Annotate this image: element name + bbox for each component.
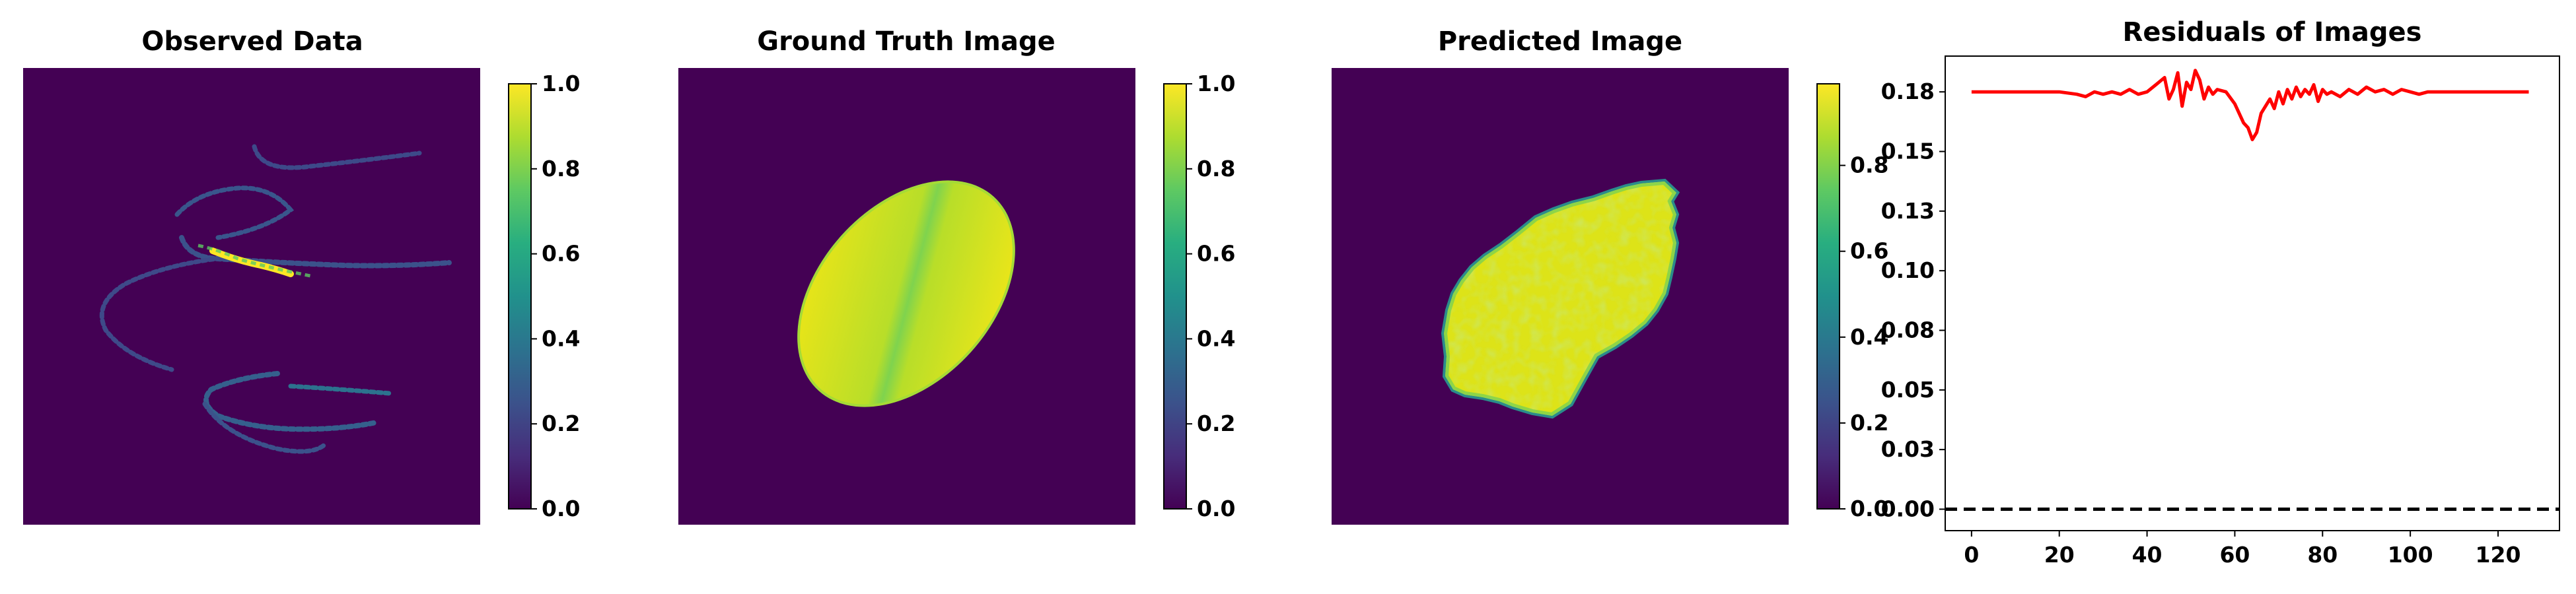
observed-streak-top — [252, 144, 422, 170]
residuals-axes-frame — [1945, 55, 2560, 531]
residuals-x-tick-label: 120 — [2476, 542, 2521, 568]
colorbar-tick-label: 0.6 — [1850, 238, 1888, 264]
residuals-y-ticks: 0.00 0.03 0.05 0.08 0.10 0.13 0.15 0.18 — [1881, 79, 1945, 521]
residuals-plot: 0.00 0.03 0.05 0.08 0.10 0.13 0.15 0.18 0 20 40 60… — [1881, 55, 2560, 568]
observed-streak-bottom — [202, 401, 326, 454]
observed-streak-upper — [174, 185, 295, 240]
residuals-series-line — [1971, 69, 2529, 141]
colorbar-tick-label: 1.0 — [1197, 71, 1235, 96]
colorbar-tick-label: 0.0 — [542, 496, 580, 521]
ground-truth-colorbar-ticks: 0.0 0.2 0.4 0.6 0.8 1.0 — [1186, 71, 1235, 521]
residuals-x-tick-label: 100 — [2388, 542, 2433, 568]
observed-colorbar: 0.0 0.2 0.4 0.6 0.8 1.0 — [508, 71, 580, 521]
predicted-colorbar-ticks: 0.0 0.2 0.4 0.6 0.8 — [1840, 152, 1888, 521]
residuals-x-ticks: 0 20 40 60 80 100 120 — [1964, 531, 2521, 568]
colorbar-tick-label: 0.0 — [1197, 496, 1235, 521]
colorbar-tick-label: 0.2 — [1850, 410, 1888, 436]
colorbar-tick-label: 0.8 — [542, 156, 580, 182]
observed-streak-left — [99, 255, 231, 372]
panel-title-predicted: Predicted Image — [1438, 26, 1682, 57]
observed-streak-right — [288, 383, 392, 396]
residuals-x-tick-label: 80 — [2307, 542, 2338, 568]
observed-streak-lower — [203, 371, 379, 432]
ground-truth-colorbar: 0.0 0.2 0.4 0.6 0.8 1.0 — [1163, 71, 1235, 521]
colorbar-tick-label: 0.2 — [542, 411, 580, 436]
residuals-y-tick-label: 0.15 — [1881, 139, 1935, 164]
residuals-y-tick-label: 0.03 — [1881, 436, 1935, 462]
panel-title-ground-truth: Ground Truth Image — [757, 26, 1055, 57]
residuals-x-tick-label: 0 — [1964, 542, 1979, 568]
panel-title-observed: Observed Data — [141, 26, 363, 57]
residuals-y-tick-label: 0.05 — [1881, 377, 1935, 403]
observed-heatmap — [23, 68, 480, 525]
colorbar-tick-label: 0.4 — [542, 325, 580, 351]
colorbar-tick-label: 1.0 — [542, 71, 580, 96]
residuals-y-tick-label: 0.08 — [1881, 317, 1935, 343]
residuals-y-tick-label: 0.10 — [1881, 257, 1935, 283]
colorbar-tick-label: 0.8 — [1850, 152, 1888, 178]
colorbar-tick-label: 0.8 — [1197, 156, 1235, 182]
panel-title-residuals: Residuals of Images — [2123, 17, 2422, 48]
colorbar-tick-label: 0.4 — [1197, 325, 1235, 351]
colorbar-tick-label: 0.4 — [1850, 324, 1888, 350]
colorbar-tick-label: 0.6 — [542, 241, 580, 267]
residuals-x-tick-label: 40 — [2132, 542, 2163, 568]
residuals-y-tick-label: 0.18 — [1881, 79, 1935, 104]
colorbar-tick-label: 0.6 — [1197, 241, 1235, 267]
observed-colorbar-bar — [508, 83, 532, 510]
ground-truth-ellipse — [800, 183, 1013, 405]
colorbar-tick-label: 0.2 — [1197, 411, 1235, 436]
observed-streak-mid — [179, 235, 452, 269]
observed-background — [23, 68, 480, 525]
observed-colorbar-ticks: 0.0 0.2 0.4 0.6 0.8 1.0 — [531, 71, 580, 521]
predicted-colorbar: 0.0 0.2 0.4 0.6 0.8 — [1816, 83, 1888, 521]
residuals-y-tick-label: 0.00 — [1881, 496, 1935, 521]
colorbar-tick-label: 0.0 — [1850, 496, 1888, 521]
ground-truth-colorbar-bar — [1163, 83, 1187, 510]
residuals-x-tick-label: 20 — [2044, 542, 2075, 568]
ground-truth-heatmap — [678, 68, 1135, 525]
predicted-heatmap — [1332, 68, 1789, 525]
observed-bright-streak-halo — [197, 244, 311, 278]
residuals-x-tick-label: 60 — [2219, 542, 2250, 568]
predicted-colorbar-bar — [1816, 83, 1840, 510]
residuals-y-tick-label: 0.13 — [1881, 198, 1935, 224]
